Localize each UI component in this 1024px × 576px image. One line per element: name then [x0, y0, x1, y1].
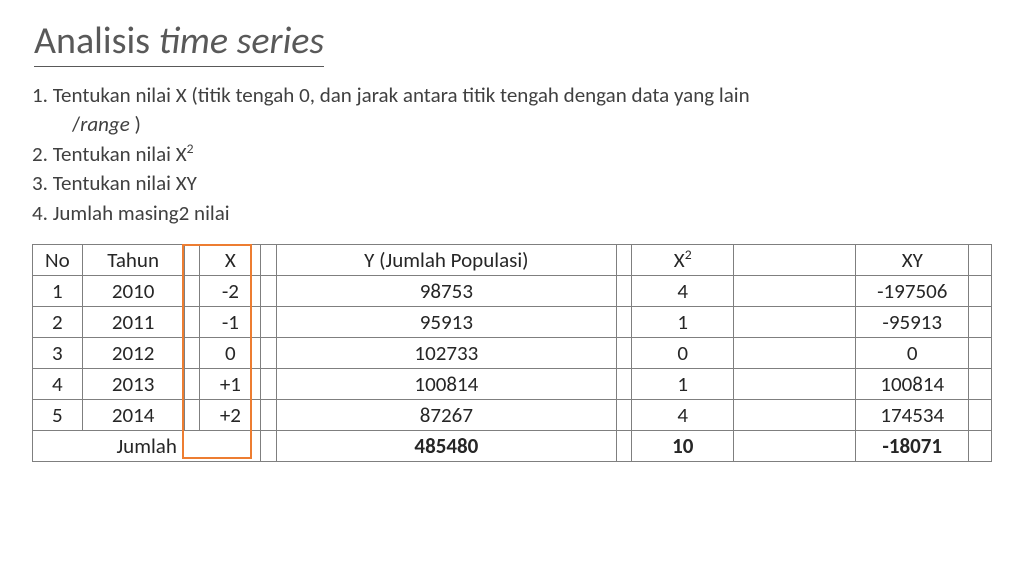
col-spacer [616, 368, 632, 399]
col-spacer [616, 337, 632, 368]
col-spacer [616, 275, 632, 306]
col-tahun: Tahun [82, 244, 184, 275]
cell-y: 100814 [277, 368, 616, 399]
cell-tahun: 2013 [82, 368, 184, 399]
col-x2: X2 [632, 244, 734, 275]
col-spacer [969, 244, 992, 275]
col-spacer [184, 399, 200, 430]
cell-y: 87267 [277, 399, 616, 430]
footer-y: 485480 [277, 430, 616, 461]
col-spacer [969, 430, 992, 461]
cell-x: -1 [200, 306, 261, 337]
data-table: No Tahun X Y (Jumlah Populasi) X2 XY 120… [32, 244, 992, 462]
cell-y: 95913 [277, 306, 616, 337]
cell-no: 2 [33, 306, 83, 337]
col-spacer [734, 244, 856, 275]
cell-tahun: 2014 [82, 399, 184, 430]
cell-xy: -95913 [856, 306, 969, 337]
table-wrap: No Tahun X Y (Jumlah Populasi) X2 XY 120… [32, 244, 992, 462]
col-spacer [184, 275, 200, 306]
cell-x: -2 [200, 275, 261, 306]
col-spacer [616, 306, 632, 337]
step-1: 1. Tentukan nilai X (titik tengah 0, dan… [32, 81, 992, 110]
table-row: 42013 +1 100814 1 100814 [33, 368, 992, 399]
col-spacer [734, 275, 856, 306]
cell-y: 102733 [277, 337, 616, 368]
table-body: 12010-2987534-19750622011-1959131-959133… [33, 275, 992, 430]
col-spacer [734, 399, 856, 430]
col-spacer [734, 337, 856, 368]
col-spacer [969, 337, 992, 368]
step-3: 3. Tentukan nilai XY [32, 169, 992, 198]
col-spacer [734, 306, 856, 337]
cell-no: 5 [33, 399, 83, 430]
cell-tahun: 2011 [82, 306, 184, 337]
col-spacer [261, 430, 277, 461]
col-spacer [184, 244, 200, 275]
title-italic: time series [159, 18, 325, 64]
cell-tahun: 2012 [82, 337, 184, 368]
step-1b: /range ) [32, 110, 992, 139]
page-title: Analisis time series [34, 18, 324, 67]
table-row: 52014 +2 87267 4 174534 [33, 399, 992, 430]
col-spacer [616, 399, 632, 430]
table-row: 12010 -2 98753 4 -197506 [33, 275, 992, 306]
col-spacer [184, 337, 200, 368]
steps-block: 1. Tentukan nilai X (titik tengah 0, dan… [32, 81, 992, 228]
cell-xy: 100814 [856, 368, 969, 399]
cell-x: 0 [200, 337, 261, 368]
cell-x2: 4 [632, 275, 734, 306]
col-spacer [734, 368, 856, 399]
col-spacer [969, 275, 992, 306]
col-spacer [261, 368, 277, 399]
cell-xy: -197506 [856, 275, 969, 306]
step-4: 4. Jumlah masing2 nilai [32, 199, 992, 228]
cell-x2: 4 [632, 399, 734, 430]
cell-x2: 1 [632, 306, 734, 337]
footer-label: Jumlah [33, 430, 261, 461]
footer-x2: 10 [632, 430, 734, 461]
cell-y: 98753 [277, 275, 616, 306]
cell-no: 4 [33, 368, 83, 399]
col-spacer [184, 368, 200, 399]
cell-x2: 1 [632, 368, 734, 399]
cell-tahun: 2010 [82, 275, 184, 306]
table-row: 22011 -1 95913 1 -95913 [33, 306, 992, 337]
title-plain: Analisis [34, 18, 159, 64]
col-spacer [969, 368, 992, 399]
col-spacer [616, 244, 632, 275]
col-spacer [261, 399, 277, 430]
cell-no: 1 [33, 275, 83, 306]
col-no: No [33, 244, 83, 275]
col-spacer [184, 306, 200, 337]
col-spacer [969, 399, 992, 430]
cell-xy: 174534 [856, 399, 969, 430]
cell-no: 3 [33, 337, 83, 368]
table-footer-row: Jumlah 485480 10 -18071 [33, 430, 992, 461]
cell-xy: 0 [856, 337, 969, 368]
col-x: X [200, 244, 261, 275]
col-spacer [969, 306, 992, 337]
footer-xy: -18071 [856, 430, 969, 461]
col-spacer [261, 244, 277, 275]
col-spacer [734, 430, 856, 461]
table-header-row: No Tahun X Y (Jumlah Populasi) X2 XY [33, 244, 992, 275]
col-spacer [616, 430, 632, 461]
step-2: 2. Tentukan nilai X2 [32, 140, 992, 169]
col-y: Y (Jumlah Populasi) [277, 244, 616, 275]
col-spacer [261, 306, 277, 337]
col-spacer [261, 337, 277, 368]
col-spacer [261, 275, 277, 306]
cell-x2: 0 [632, 337, 734, 368]
cell-x: +1 [200, 368, 261, 399]
col-xy: XY [856, 244, 969, 275]
table-row: 32012 0 102733 0 0 [33, 337, 992, 368]
cell-x: +2 [200, 399, 261, 430]
